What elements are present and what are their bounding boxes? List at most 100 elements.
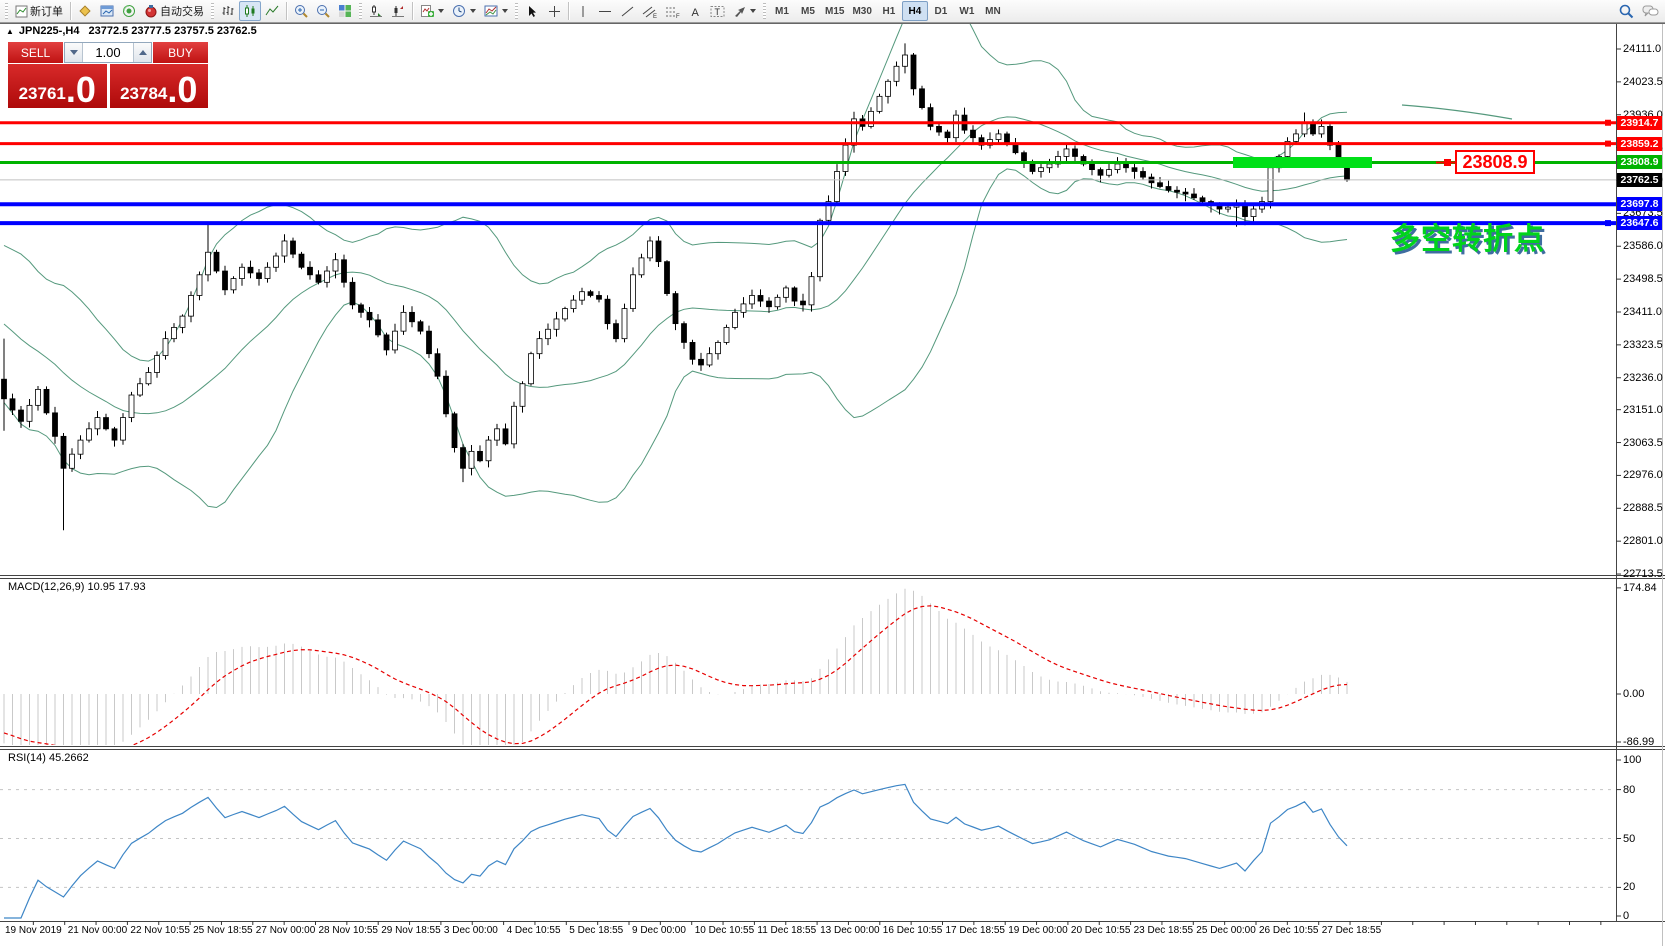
dropdown-caret-icon: [470, 9, 476, 13]
chart-symbol-period: JPN225-,H4: [18, 25, 80, 37]
time-axis-label: 22 Nov 10:55: [130, 925, 190, 936]
rsi-pane: [0, 783, 1616, 919]
chat-bubbles-icon: [1642, 5, 1659, 16]
collapse-icon[interactable]: ▲: [6, 27, 14, 36]
price-tick-label: 22801.0: [1623, 535, 1663, 548]
sell-price-int: 23761: [18, 84, 66, 103]
dropdown-caret-icon: [502, 9, 508, 13]
time-axis-label: 25 Dec 00:00: [1196, 925, 1256, 936]
highlight-bar[interactable]: [1233, 156, 1372, 168]
dropdown-caret-icon: [438, 9, 444, 13]
sell-price-button[interactable]: 23761.0: [8, 64, 107, 108]
fibonacci-icon: F: [666, 7, 680, 18]
horizontal-line-button[interactable]: [594, 1, 616, 21]
price-line-badge: 23697.8: [1617, 197, 1662, 212]
toolbar-separator: [70, 2, 71, 20]
time-axis-label: 11 Dec 18:55: [757, 925, 817, 936]
buy-price-frac: .0: [167, 68, 198, 110]
price-tick-label: 23586.0: [1623, 240, 1663, 253]
timeframe-m15-button[interactable]: M15: [825, 5, 845, 17]
template-button[interactable]: [480, 1, 512, 21]
svg-text:F: F: [676, 14, 680, 18]
time-axis-label: 26 Dec 10:55: [1259, 925, 1319, 936]
rsi-tick-label: 80: [1623, 783, 1636, 796]
time-axis-label: 9 Dec 00:00: [632, 925, 686, 936]
add-indicator-button[interactable]: [416, 1, 448, 21]
text-button[interactable]: A: [684, 1, 706, 21]
market-signal-button[interactable]: [118, 1, 140, 21]
timeframe-mn-button[interactable]: MN: [985, 5, 1001, 17]
cursor-icon: [528, 5, 536, 17]
arrow-down-icon: [69, 50, 78, 55]
crosshair-button[interactable]: [543, 1, 565, 21]
zoom-out-button[interactable]: [312, 1, 334, 21]
time-axis-label: 21 Nov 00:00: [67, 925, 128, 936]
price-tick-label: 24023.5: [1623, 75, 1663, 88]
volume-input[interactable]: 1.00: [95, 45, 121, 60]
turning-point-text[interactable]: 多空转折点: [1390, 223, 1545, 256]
buy-price-button[interactable]: 23784.0: [109, 64, 208, 110]
volume-increase-button[interactable]: [133, 43, 151, 62]
autotrade-button[interactable]: 自动交易: [140, 1, 208, 21]
vertical-line-button[interactable]: [572, 1, 594, 21]
price-tick-label: 22976.0: [1623, 469, 1663, 482]
equidistant-channel-button[interactable]: E: [638, 1, 661, 21]
timeframe-m30-button[interactable]: M30: [852, 5, 872, 17]
zoom-in-button[interactable]: [290, 1, 312, 21]
line-chart-icon: [265, 5, 279, 16]
indicator-window-down-button[interactable]: [387, 1, 409, 21]
search-button[interactable]: [1615, 1, 1638, 21]
sell-button[interactable]: SELL: [8, 42, 63, 63]
cursor-button[interactable]: [521, 1, 543, 21]
one-click-trading-panel: SELL 1.00 BUY 23761.0 23784.0: [8, 42, 208, 108]
search-icon: [1619, 4, 1634, 18]
timeframe-m5-button[interactable]: M5: [801, 5, 815, 17]
trendline-button[interactable]: [616, 1, 638, 21]
timeframe-d1-button[interactable]: D1: [934, 5, 948, 17]
volume-decrease-button[interactable]: [65, 43, 83, 62]
time-axis-label: 4 Dec 10:55: [506, 925, 561, 936]
toolbar-separator: [286, 2, 287, 20]
clock-icon: [453, 5, 465, 17]
price-tick-label: 22888.5: [1623, 502, 1663, 515]
timeframe-h1-button[interactable]: H1: [882, 5, 896, 17]
timeframe-w1-button[interactable]: W1: [959, 5, 975, 17]
profile-window-button[interactable]: [96, 1, 118, 21]
period-clock-button[interactable]: [448, 1, 480, 21]
time-axis-label: 3 Dec 00:00: [443, 925, 498, 936]
arrows-icon: [735, 6, 745, 17]
candlestick-chart-type-button[interactable]: [239, 1, 261, 21]
arrows-button[interactable]: [729, 1, 760, 21]
rsi-tick-label: 0: [1623, 910, 1630, 922]
price-line-badge: 23914.7: [1617, 115, 1662, 130]
gold-diamond-button[interactable]: [74, 1, 96, 21]
macd-tick-label: -86.99: [1623, 736, 1655, 748]
chat-button[interactable]: [1638, 1, 1663, 21]
new-order-button[interactable]: 新订单: [11, 1, 67, 21]
timeframe-h4-button[interactable]: H4: [901, 1, 928, 21]
macd-signal-line: [3, 605, 1348, 745]
text-label-button[interactable]: T: [706, 1, 729, 21]
price-callout[interactable]: 23808.9: [1455, 150, 1535, 174]
macd-tick-label: 0.00: [1623, 688, 1645, 700]
time-axis-label: 29 Nov 18:55: [381, 925, 441, 936]
price-tick-label: 22713.5: [1623, 568, 1663, 581]
line-chart-type-button[interactable]: [261, 1, 283, 21]
toolbar-separator: [568, 2, 569, 20]
horizontal-price-lines[interactable]: [0, 121, 1616, 226]
toolbar-drag-handle: [359, 3, 362, 19]
sell-price-frac: .0: [65, 68, 96, 110]
toolbar-drag-handle: [763, 3, 766, 19]
main-toolbar: 新订单 自动交易: [0, 0, 1665, 23]
time-axis-label: 28 Nov 10:55: [318, 925, 379, 936]
timeframe-m1-button[interactable]: M1: [775, 5, 789, 17]
tile-windows-button[interactable]: [334, 1, 356, 21]
buy-button[interactable]: BUY: [153, 42, 208, 63]
fibonacci-button[interactable]: F: [661, 1, 684, 21]
time-axis-label: 16 Dec 10:55: [882, 925, 943, 936]
indicator-window-up-icon: [370, 5, 382, 17]
indicator-window-up-button[interactable]: [365, 1, 387, 21]
bar-chart-type-button[interactable]: [217, 1, 239, 21]
rsi-tick-label: 50: [1623, 832, 1636, 845]
